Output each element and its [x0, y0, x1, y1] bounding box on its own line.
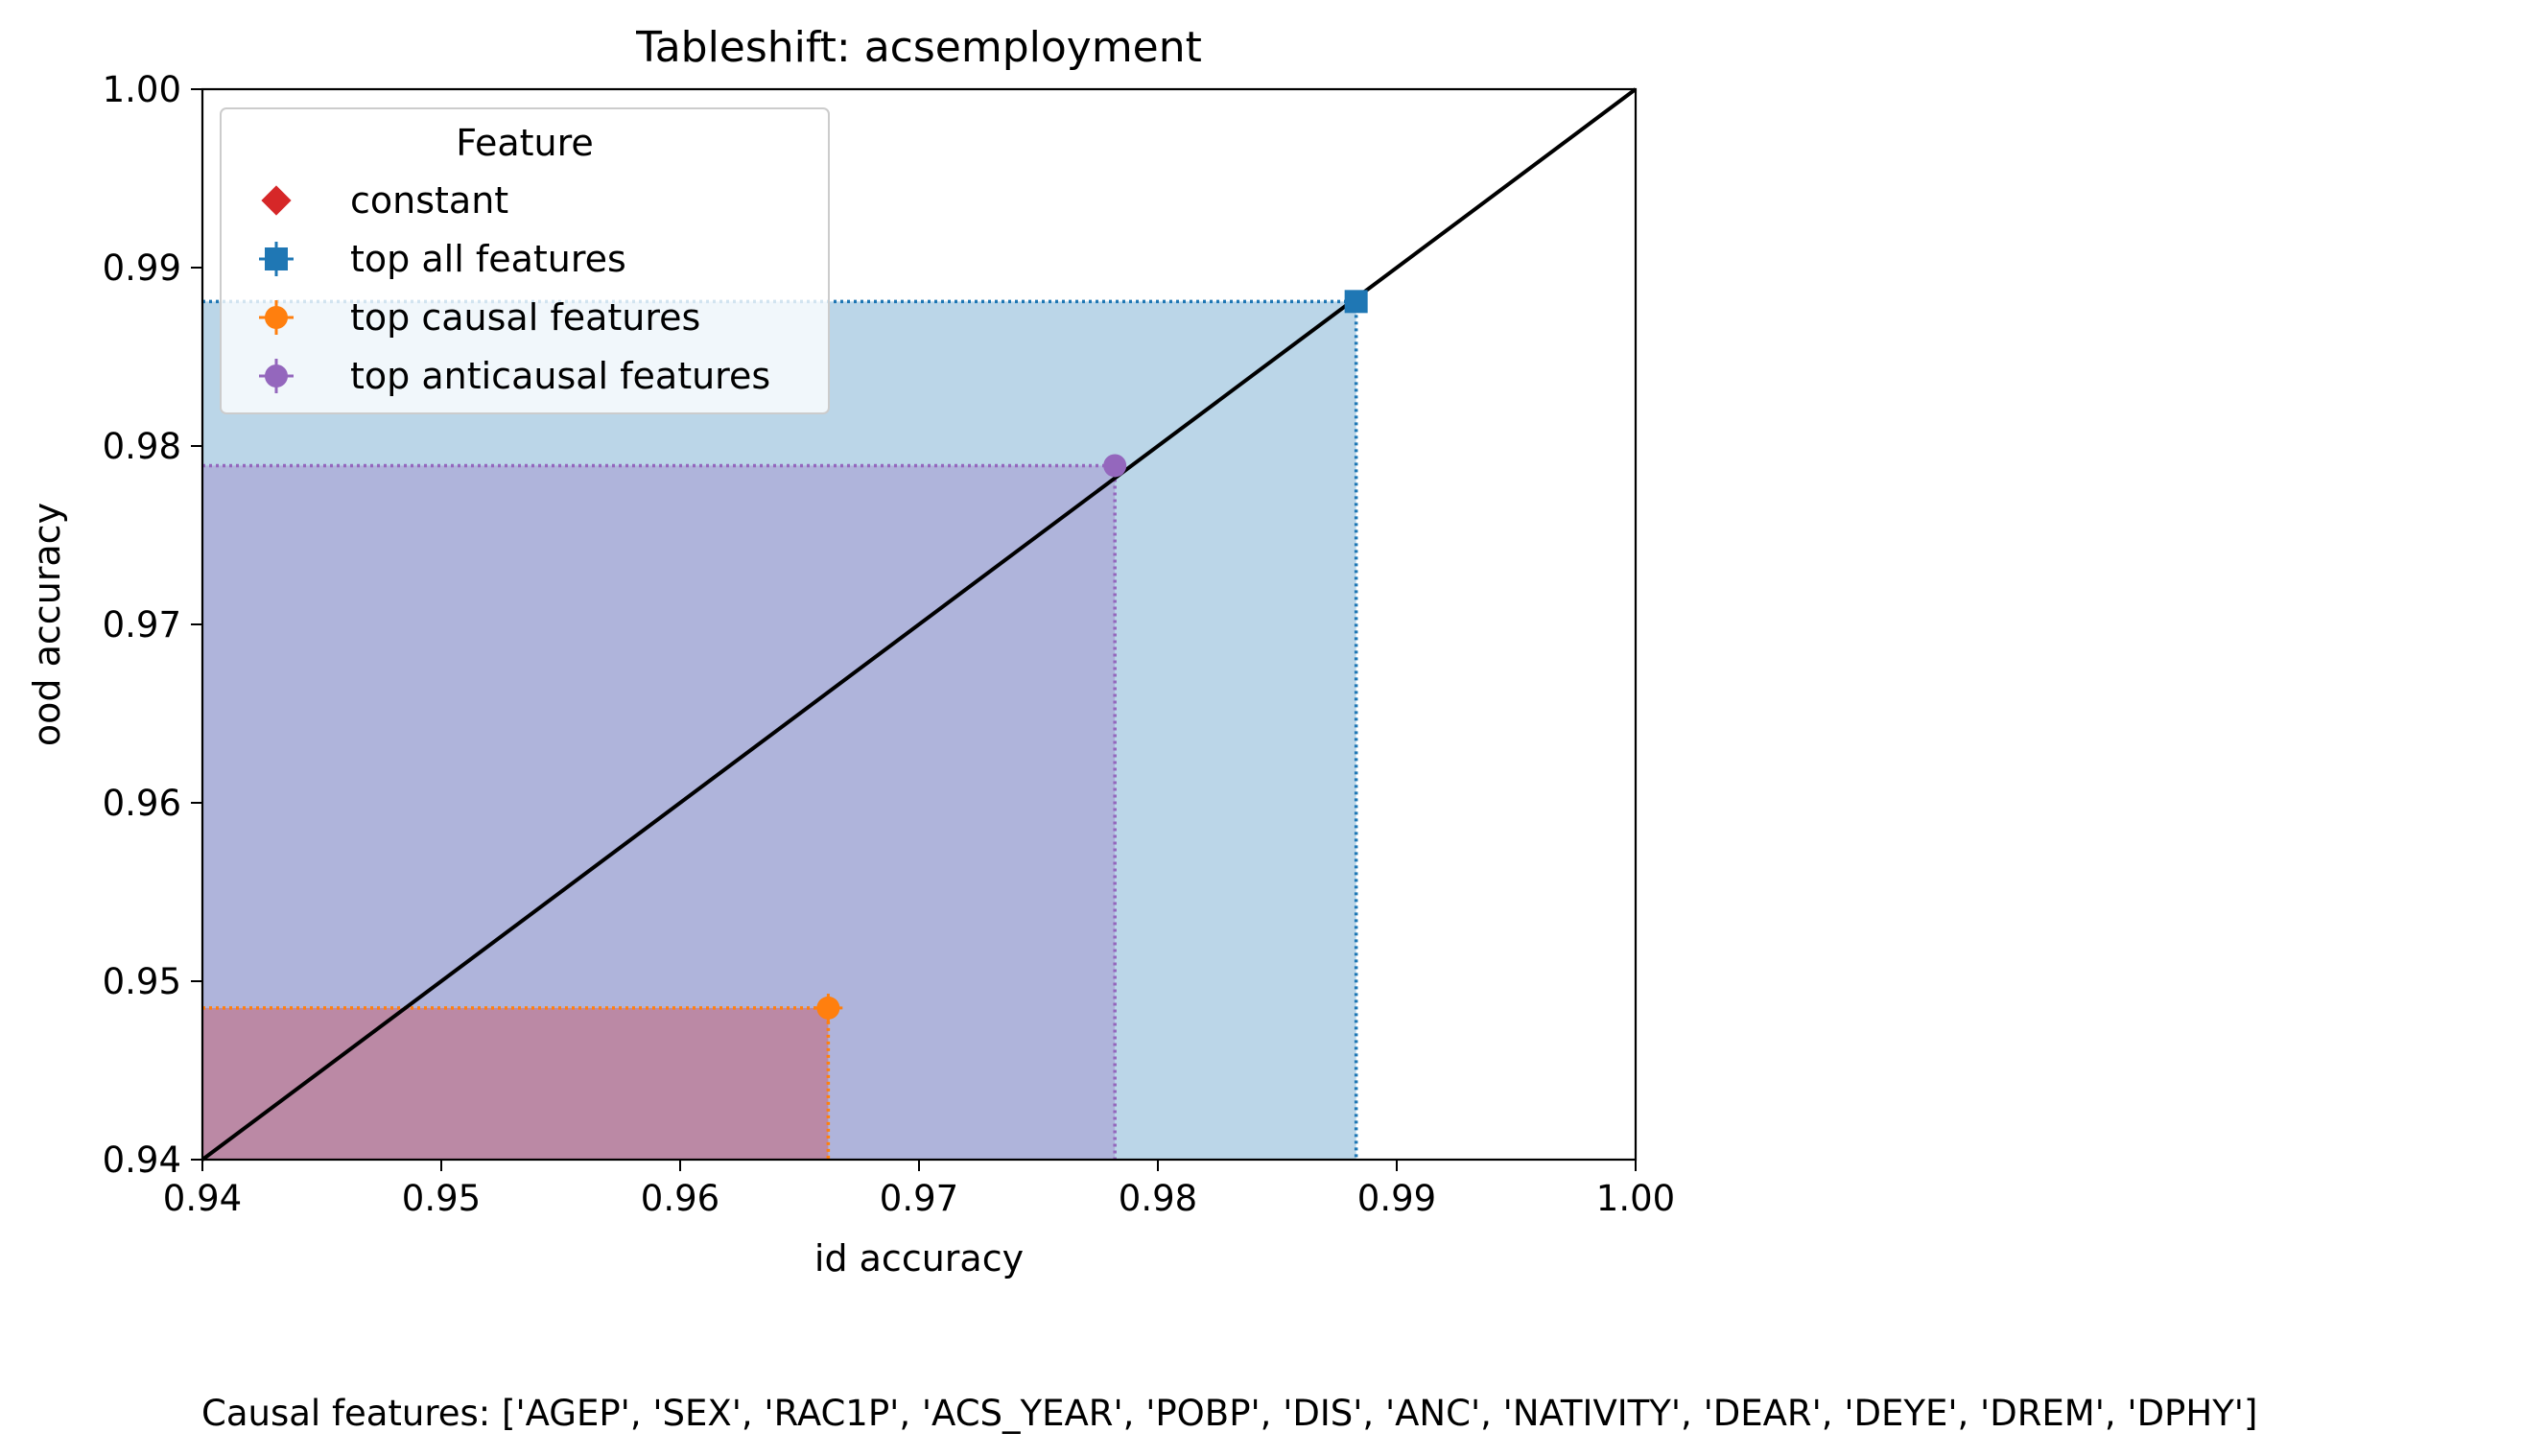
- guide-lines: [202, 299, 1358, 1160]
- y-tick-label: 0.99: [103, 247, 181, 289]
- diagonal-reference-line: [200, 87, 1638, 1162]
- y-axis-ticks: 0.94 0.95 0.96 0.97 0.98 0.99 1.00: [103, 69, 202, 1181]
- legend-title: Feature: [456, 122, 594, 164]
- y-tick-label: 0.94: [103, 1139, 181, 1181]
- legend-label: top all features: [350, 238, 626, 280]
- legend-label: constant: [350, 179, 508, 222]
- x-tick-label: 1.00: [1596, 1178, 1675, 1219]
- legend-entry-top-causal-features: top causal features: [259, 296, 700, 339]
- x-tick-label: 0.96: [641, 1178, 719, 1219]
- x-tick-label: 0.97: [880, 1178, 958, 1219]
- legend-entry-top-anticausal-features: top anticausal features: [259, 355, 770, 397]
- y-tick-label: 0.98: [103, 426, 181, 467]
- y-tick-label: 0.97: [103, 604, 181, 646]
- x-tick-label: 0.98: [1119, 1178, 1197, 1219]
- data-markers: [816, 290, 1368, 1020]
- diagonal-line: [200, 87, 1638, 1162]
- data-point-top-anticausal-features: [1103, 454, 1127, 478]
- data-point-top-all-features: [1344, 290, 1368, 314]
- legend-entry-constant: constant: [261, 179, 508, 222]
- x-tick-label: 0.95: [402, 1178, 481, 1219]
- legend-marker-constant: [261, 185, 292, 216]
- shaded-region-top-causal-features: [202, 1007, 829, 1160]
- y-tick-label: 0.96: [103, 783, 181, 824]
- data-point-top-causal-features: [816, 996, 840, 1020]
- legend-marker-top-causal-features: [265, 306, 288, 329]
- causal-features-annotation: Causal features: ['AGEP', 'SEX', 'RAC1P'…: [201, 1393, 2257, 1434]
- x-tick-label: 0.99: [1357, 1178, 1436, 1219]
- y-tick-label: 1.00: [103, 69, 181, 110]
- x-axis-label: id accuracy: [814, 1237, 1024, 1280]
- y-axis-label: ood accuracy: [26, 503, 68, 746]
- legend-box: [220, 107, 830, 414]
- legend-marker-top-all-features: [265, 247, 288, 270]
- legend: Feature constant top all features top caus…: [220, 107, 830, 414]
- x-axis-ticks: 0.94 0.95 0.96 0.97 0.98 0.99 1.00: [163, 1160, 1675, 1219]
- legend-entries: constant top all features top causal featu…: [259, 179, 770, 397]
- legend-marker-top-anticausal-features: [265, 364, 288, 387]
- chart-title: Tableshift: acsemployment: [635, 23, 1202, 72]
- legend-entry-top-all-features: top all features: [259, 238, 626, 280]
- x-tick-label: 0.94: [163, 1178, 242, 1219]
- y-tick-label: 0.95: [103, 961, 181, 1002]
- legend-label: top anticausal features: [350, 355, 770, 397]
- legend-label: top causal features: [350, 296, 700, 339]
